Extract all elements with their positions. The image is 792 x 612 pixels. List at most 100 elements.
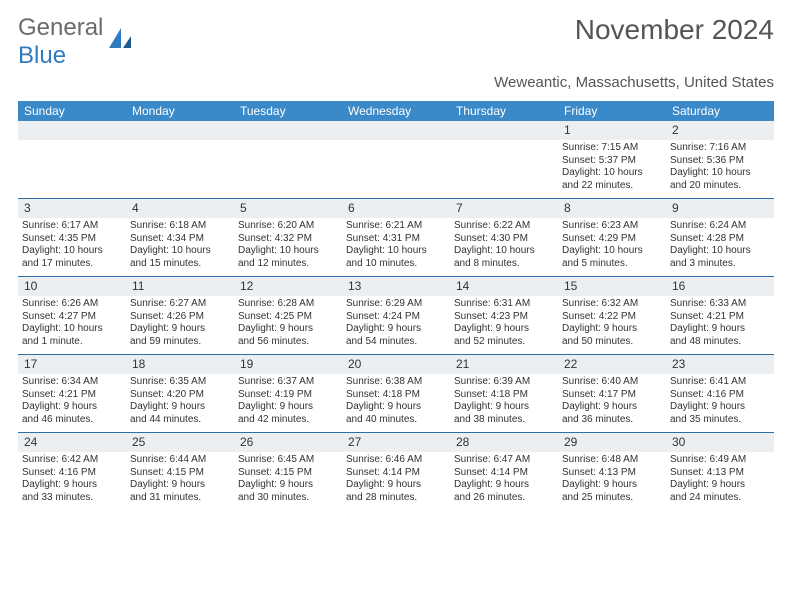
detail-line: Sunset: 4:27 PM — [22, 311, 122, 324]
day-detail — [234, 140, 342, 199]
logo-sail-icon — [103, 26, 133, 59]
detail-line: Daylight: 9 hours — [562, 323, 662, 336]
day-detail: Sunrise: 6:32 AMSunset: 4:22 PMDaylight:… — [558, 296, 666, 355]
day-detail: Sunrise: 6:29 AMSunset: 4:24 PMDaylight:… — [342, 296, 450, 355]
detail-line: Daylight: 9 hours — [130, 401, 230, 414]
day-number: 27 — [342, 433, 450, 453]
detail-line: Sunrise: 6:45 AM — [238, 454, 338, 467]
detail-line: and 54 minutes. — [346, 336, 446, 349]
logo-text-1: General — [18, 14, 103, 41]
detail-line: Daylight: 9 hours — [454, 479, 554, 492]
detail-line: and 50 minutes. — [562, 336, 662, 349]
detail-line: Sunset: 4:15 PM — [130, 467, 230, 480]
detail-line: Sunset: 4:21 PM — [22, 389, 122, 402]
day-number-row: 17181920212223 — [18, 355, 774, 375]
weekday-header: Wednesday — [342, 101, 450, 121]
day-number: 15 — [558, 277, 666, 297]
detail-line: and 30 minutes. — [238, 492, 338, 505]
detail-line: Daylight: 9 hours — [670, 479, 770, 492]
detail-line: and 40 minutes. — [346, 414, 446, 427]
day-detail: Sunrise: 6:48 AMSunset: 4:13 PMDaylight:… — [558, 452, 666, 510]
detail-line: Sunrise: 7:15 AM — [562, 142, 662, 155]
detail-line: Sunrise: 6:32 AM — [562, 298, 662, 311]
detail-line: Sunset: 4:26 PM — [130, 311, 230, 324]
day-detail: Sunrise: 6:38 AMSunset: 4:18 PMDaylight:… — [342, 374, 450, 433]
detail-line: Sunrise: 6:34 AM — [22, 376, 122, 389]
day-detail — [18, 140, 126, 199]
day-detail: Sunrise: 7:15 AMSunset: 5:37 PMDaylight:… — [558, 140, 666, 199]
detail-line: Sunrise: 6:26 AM — [22, 298, 122, 311]
weekday-header: Saturday — [666, 101, 774, 121]
detail-line: Daylight: 9 hours — [346, 401, 446, 414]
day-number: 24 — [18, 433, 126, 453]
day-detail: Sunrise: 6:40 AMSunset: 4:17 PMDaylight:… — [558, 374, 666, 433]
detail-line: and 12 minutes. — [238, 258, 338, 271]
day-detail: Sunrise: 6:26 AMSunset: 4:27 PMDaylight:… — [18, 296, 126, 355]
detail-line: Sunset: 4:32 PM — [238, 233, 338, 246]
day-detail: Sunrise: 6:18 AMSunset: 4:34 PMDaylight:… — [126, 218, 234, 277]
day-detail: Sunrise: 6:45 AMSunset: 4:15 PMDaylight:… — [234, 452, 342, 510]
day-number: 26 — [234, 433, 342, 453]
detail-line: Sunrise: 6:29 AM — [346, 298, 446, 311]
day-number — [234, 121, 342, 140]
detail-line: and 33 minutes. — [22, 492, 122, 505]
day-detail: Sunrise: 6:22 AMSunset: 4:30 PMDaylight:… — [450, 218, 558, 277]
detail-line: and 24 minutes. — [670, 492, 770, 505]
day-detail — [342, 140, 450, 199]
detail-line: Sunrise: 6:22 AM — [454, 220, 554, 233]
day-number: 10 — [18, 277, 126, 297]
day-detail: Sunrise: 6:46 AMSunset: 4:14 PMDaylight:… — [342, 452, 450, 510]
detail-line: Sunset: 4:16 PM — [670, 389, 770, 402]
detail-line: and 17 minutes. — [22, 258, 122, 271]
detail-line: and 5 minutes. — [562, 258, 662, 271]
detail-line: Daylight: 9 hours — [454, 323, 554, 336]
weekday-header-row: SundayMondayTuesdayWednesdayThursdayFrid… — [18, 101, 774, 121]
detail-line: Daylight: 10 hours — [562, 245, 662, 258]
detail-line: and 56 minutes. — [238, 336, 338, 349]
detail-line: Sunrise: 6:18 AM — [130, 220, 230, 233]
day-number: 20 — [342, 355, 450, 375]
detail-line: and 48 minutes. — [670, 336, 770, 349]
detail-line: and 46 minutes. — [22, 414, 122, 427]
detail-line: Sunrise: 6:49 AM — [670, 454, 770, 467]
detail-line: Sunset: 4:30 PM — [454, 233, 554, 246]
detail-line: Sunset: 4:19 PM — [238, 389, 338, 402]
day-number: 19 — [234, 355, 342, 375]
detail-line: Sunrise: 6:39 AM — [454, 376, 554, 389]
detail-line: Sunrise: 6:37 AM — [238, 376, 338, 389]
detail-line: Sunrise: 6:44 AM — [130, 454, 230, 467]
day-number: 1 — [558, 121, 666, 140]
detail-line: Sunrise: 6:28 AM — [238, 298, 338, 311]
weekday-header: Thursday — [450, 101, 558, 121]
detail-line: Sunrise: 6:41 AM — [670, 376, 770, 389]
detail-line: Sunset: 4:24 PM — [346, 311, 446, 324]
day-detail — [450, 140, 558, 199]
detail-line: Sunrise: 6:48 AM — [562, 454, 662, 467]
detail-line: Sunrise: 6:35 AM — [130, 376, 230, 389]
detail-line: and 59 minutes. — [130, 336, 230, 349]
detail-line: Sunset: 4:14 PM — [346, 467, 446, 480]
detail-line: Daylight: 9 hours — [670, 323, 770, 336]
detail-line: Daylight: 9 hours — [346, 479, 446, 492]
day-detail-row: Sunrise: 6:34 AMSunset: 4:21 PM Daylight:… — [18, 374, 774, 433]
detail-line: Sunrise: 6:24 AM — [670, 220, 770, 233]
day-number: 11 — [126, 277, 234, 297]
day-number-row: 12 — [18, 121, 774, 140]
detail-line: Sunrise: 6:47 AM — [454, 454, 554, 467]
detail-line: Sunset: 4:29 PM — [562, 233, 662, 246]
detail-line: Daylight: 9 hours — [238, 323, 338, 336]
detail-line: Daylight: 10 hours — [670, 167, 770, 180]
detail-line: Sunrise: 6:20 AM — [238, 220, 338, 233]
day-number-row: 3456789 — [18, 199, 774, 219]
detail-line: Sunset: 4:34 PM — [130, 233, 230, 246]
day-number: 13 — [342, 277, 450, 297]
day-number: 25 — [126, 433, 234, 453]
detail-line: Sunset: 4:17 PM — [562, 389, 662, 402]
day-detail-row: Sunrise: 6:26 AMSunset: 4:27 PM Daylight:… — [18, 296, 774, 355]
day-number: 30 — [666, 433, 774, 453]
detail-line: Daylight: 10 hours — [562, 167, 662, 180]
detail-line: Sunrise: 6:17 AM — [22, 220, 122, 233]
day-number: 21 — [450, 355, 558, 375]
day-number: 22 — [558, 355, 666, 375]
day-number: 9 — [666, 199, 774, 219]
